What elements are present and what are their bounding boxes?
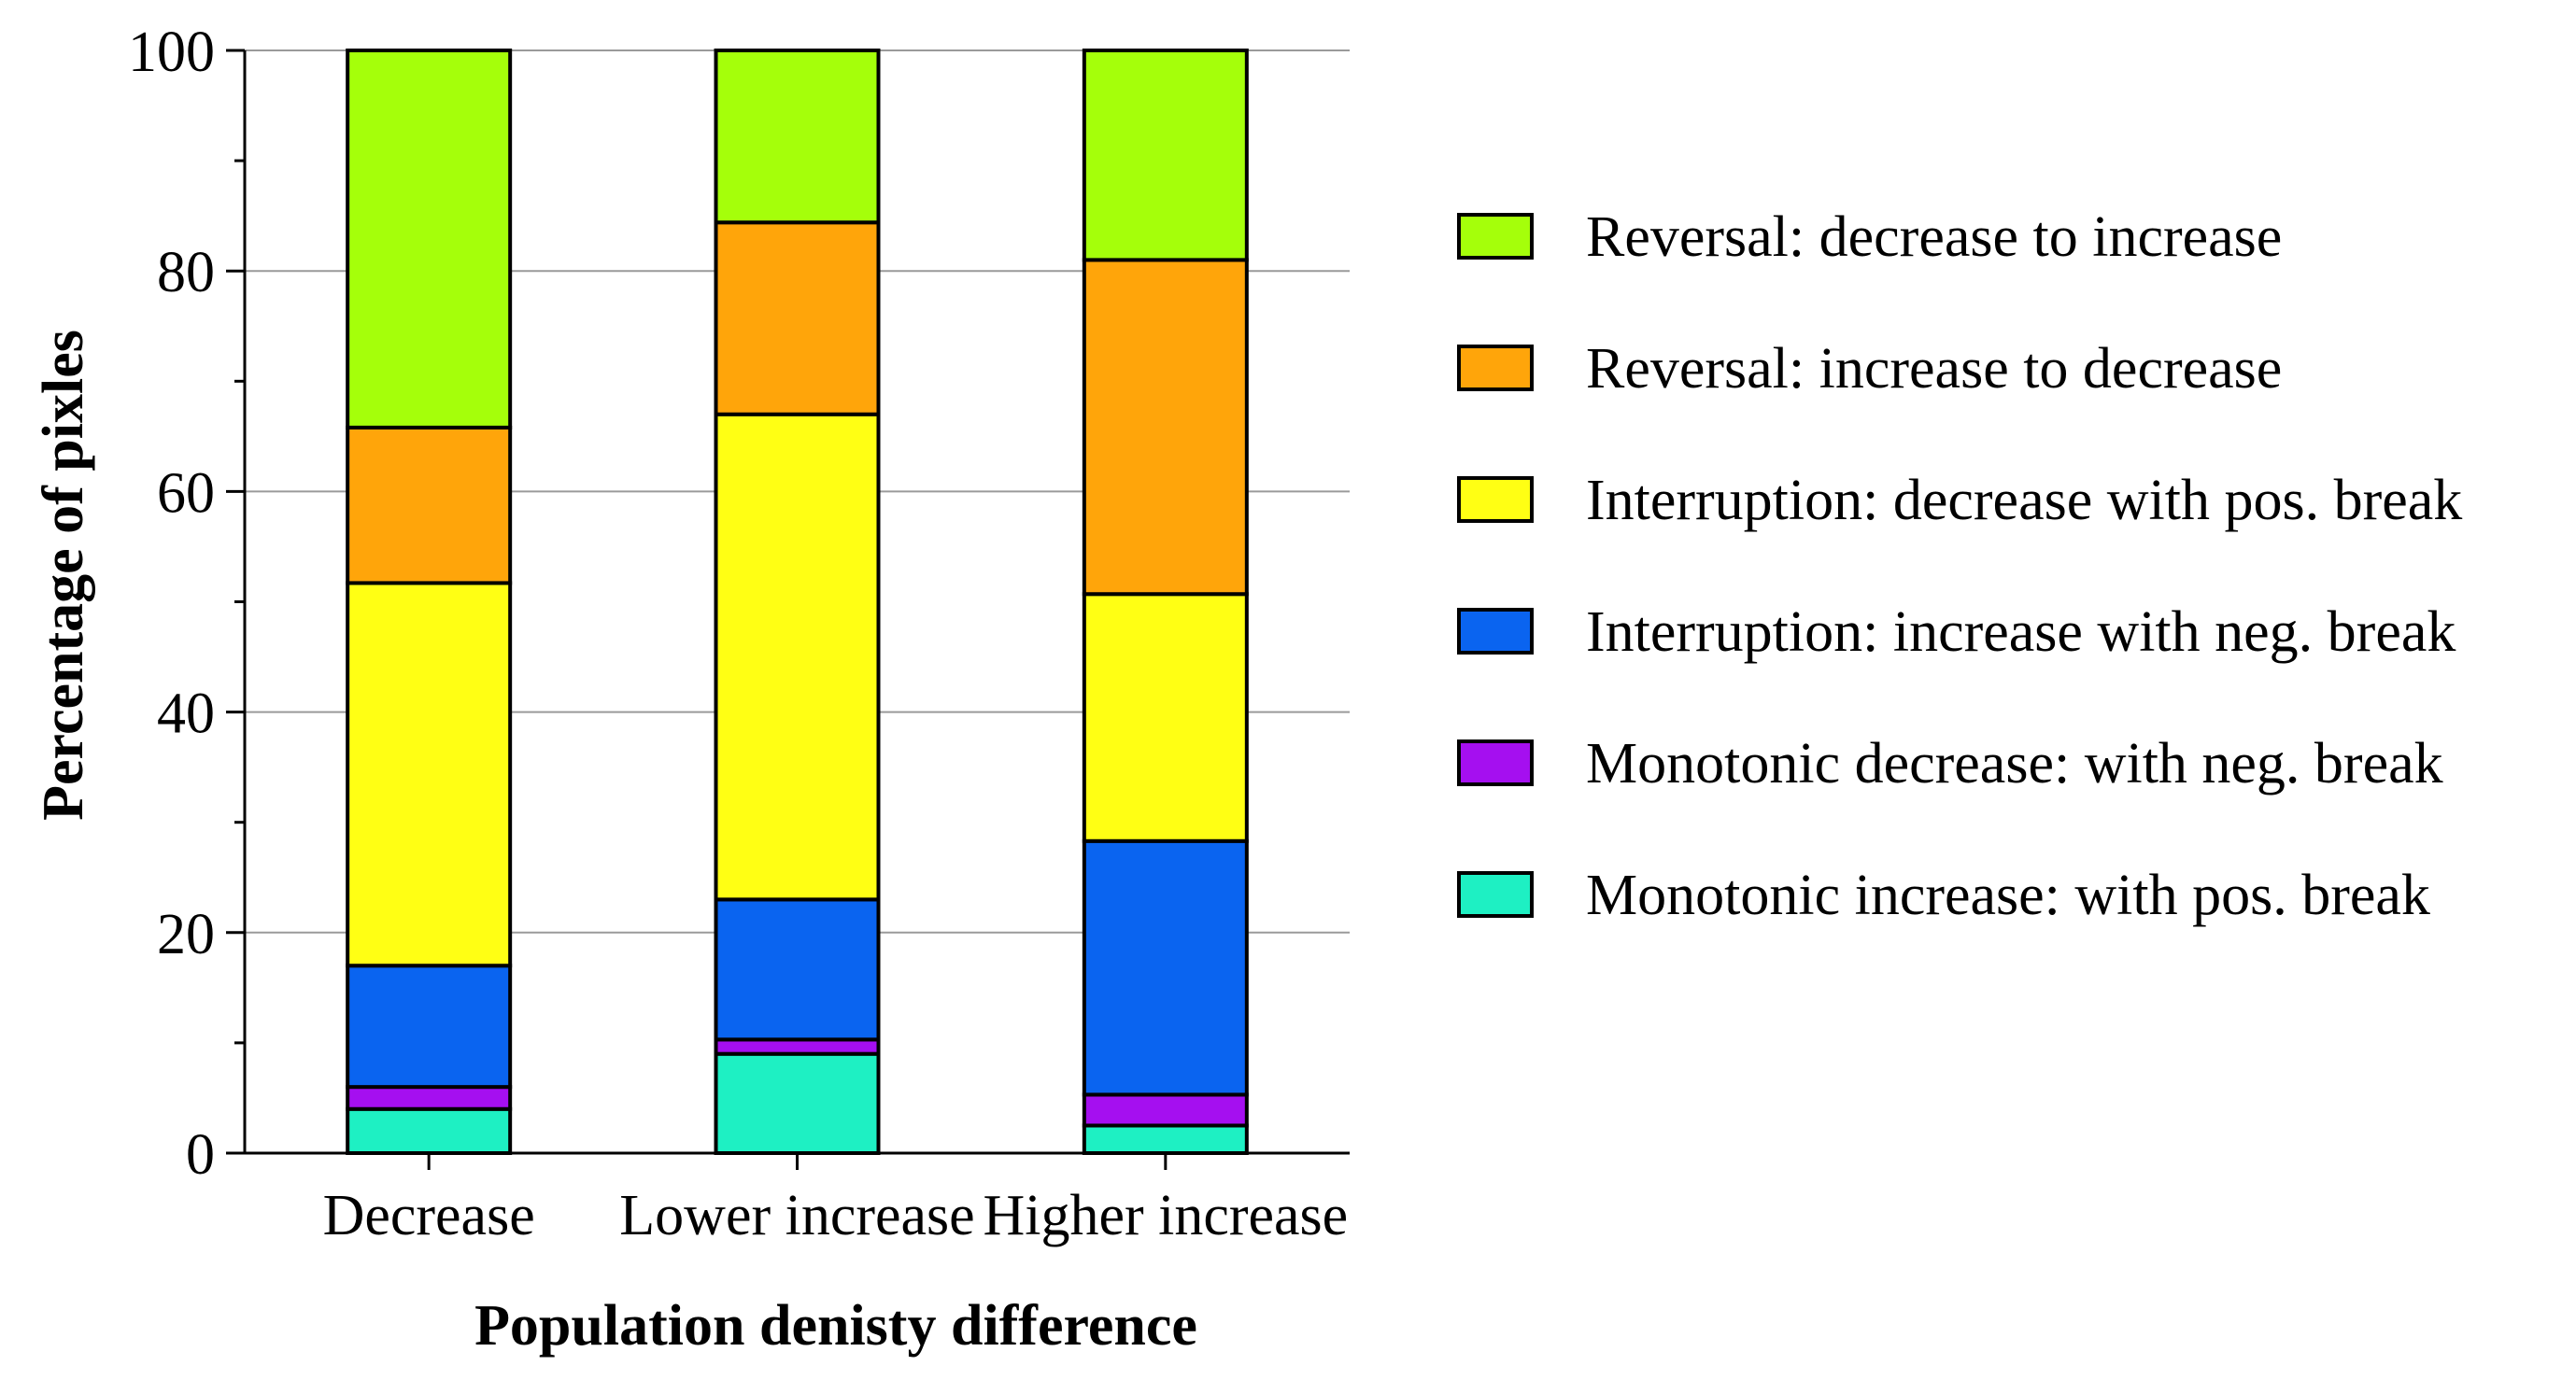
- bar-segment: [1082, 258, 1249, 597]
- bar-segment: [714, 49, 881, 225]
- legend-label: Reversal: increase to decrease: [1586, 337, 2282, 401]
- bar-segment: [346, 581, 513, 968]
- bar-segment: [1082, 838, 1249, 1097]
- bar-segment: [346, 1106, 513, 1156]
- bar-segment: [1082, 1092, 1249, 1128]
- y-tick-label: 80: [157, 241, 215, 304]
- bar-segment: [346, 964, 513, 1090]
- bar-segment: [346, 425, 513, 585]
- bar-segment: [714, 1037, 881, 1056]
- x-tick-label: Decrease: [323, 1184, 535, 1247]
- y-axis-title: Percentage of pixles: [32, 330, 95, 821]
- y-tick-label: 40: [157, 683, 215, 746]
- y-tick-label: 20: [157, 903, 215, 966]
- y-tick-labels: 0 20 40 60 80 100: [128, 21, 215, 1187]
- legend-label: Interruption: increase with neg. break: [1586, 600, 2456, 664]
- x-axis-title: Population denisty difference: [474, 1294, 1197, 1358]
- bar-segment: [346, 49, 513, 429]
- legend-label: Monotonic increase: with pos. break: [1586, 864, 2430, 927]
- legend: Reversal: decrease to increase Reversal: …: [1457, 205, 2462, 927]
- legend-label: Monotonic decrease: with neg. break: [1586, 732, 2443, 796]
- bar-segment: [714, 1051, 881, 1155]
- y-tick-label: 100: [128, 21, 215, 84]
- y-tick-label: 0: [186, 1123, 215, 1187]
- bar-segment: [1082, 49, 1249, 262]
- bar-segment: [714, 897, 881, 1042]
- bar-segment: [1082, 592, 1249, 843]
- y-tick-label: 60: [157, 461, 215, 525]
- bar-segment: [714, 412, 881, 902]
- legend-swatch: [1457, 871, 1534, 918]
- legend-label: Reversal: decrease to increase: [1586, 205, 2282, 269]
- axes: [226, 49, 1350, 1170]
- legend-swatch: [1457, 608, 1534, 655]
- x-tick-labels: Decrease Lower increase Higher increase: [323, 1184, 1349, 1247]
- legend-label: Interruption: decrease with pos. break: [1586, 469, 2462, 532]
- x-tick-label: Lower increase: [619, 1184, 974, 1247]
- bar-segment: [714, 220, 881, 416]
- x-tick-label: Higher increase: [983, 1184, 1348, 1247]
- legend-swatch: [1457, 739, 1534, 786]
- legend-swatch: [1457, 476, 1534, 523]
- bar-segment: [346, 1085, 513, 1111]
- legend-swatch: [1457, 345, 1534, 391]
- bar-segment: [1082, 1123, 1249, 1155]
- bars: [346, 49, 1249, 1156]
- legend-swatch: [1457, 213, 1534, 260]
